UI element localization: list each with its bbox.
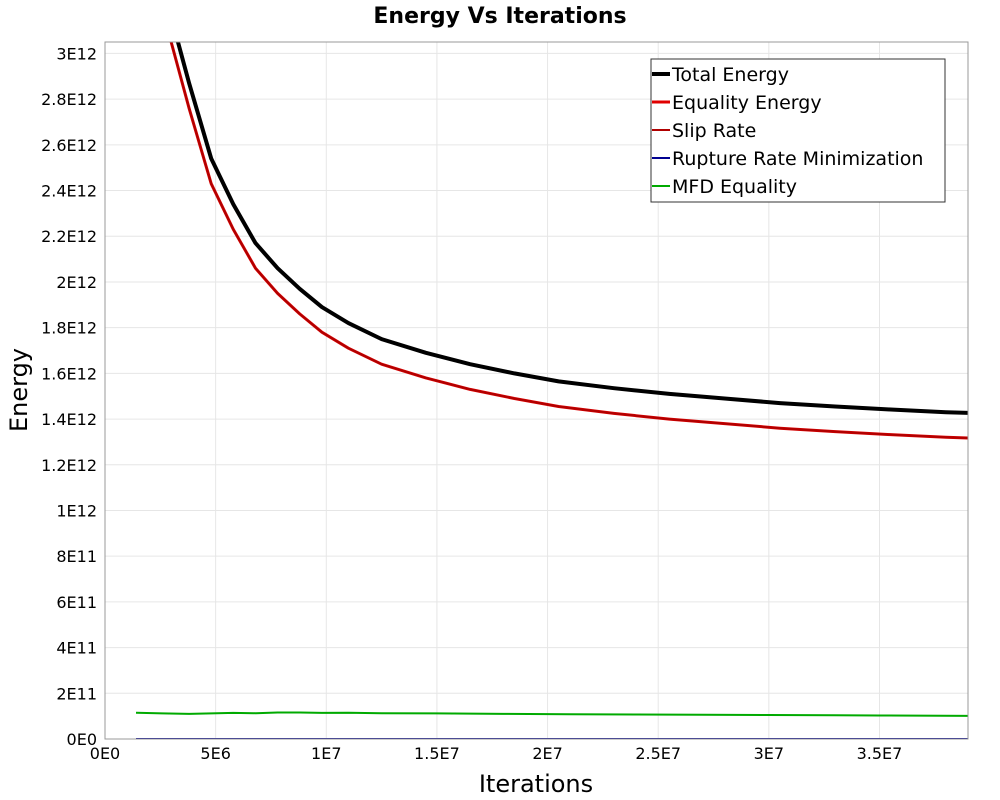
legend-box <box>650 58 946 203</box>
series-line-total-energy <box>175 42 968 415</box>
y-tick-label: 0E0 <box>67 730 97 749</box>
x-axis-label: Iterations <box>479 770 593 798</box>
y-tick-label: 2.4E12 <box>41 182 97 201</box>
y-tick-label: 2E12 <box>56 273 97 292</box>
y-tick-label: 1E12 <box>56 501 97 520</box>
y-axis-ticks: 0E0 2E11 4E11 6E11 8E11 1E12 1.2E12 1.4E12 1.6E1… <box>41 44 97 749</box>
y-tick-label: 2.6E12 <box>41 136 97 155</box>
x-tick-label: 2.5E7 <box>635 744 681 763</box>
y-tick-label: 2E11 <box>56 684 97 703</box>
y-tick-label: 2.8E12 <box>41 90 97 109</box>
y-axis-label: Energy <box>5 348 33 432</box>
legend-label-slip-rate: Slip Rate <box>672 120 756 142</box>
legend-label-total-energy: Total Energy <box>671 64 789 86</box>
y-tick-label: 1.8E12 <box>41 319 97 338</box>
legend-label-equality-energy: Equality Energy <box>672 92 822 114</box>
x-tick-label: 0E0 <box>90 744 120 763</box>
y-tick-label: 2.2E12 <box>41 227 97 246</box>
legend-label-rupture-rate-minimization: Rupture Rate Minimization <box>672 148 923 170</box>
x-tick-label: 1.5E7 <box>414 744 460 763</box>
plot-frame <box>104 41 969 740</box>
y-tick-label: 8E11 <box>56 547 97 566</box>
series-line-slip-rate <box>170 42 968 439</box>
series-line-mfd-equality <box>135 711 968 717</box>
x-tick-label: 1E7 <box>311 744 341 763</box>
x-tick-label: 5E6 <box>200 744 230 763</box>
series-group <box>135 42 968 739</box>
y-tick-label: 4E11 <box>56 639 97 658</box>
x-tick-label: 3E7 <box>754 744 784 763</box>
chart-title: Energy Vs Iterations <box>373 4 626 29</box>
y-tick-label: 6E11 <box>56 593 97 612</box>
x-tick-label: 2E7 <box>532 744 562 763</box>
y-tick-label: 1.2E12 <box>41 456 97 475</box>
y-tick-label: 1.6E12 <box>41 364 97 383</box>
y-tick-label: 3E12 <box>56 44 97 63</box>
x-axis-ticks: 0E0 5E6 1E7 1.5E7 2E7 2.5E7 3E7 3.5E7 <box>90 744 903 763</box>
y-tick-label: 1.4E12 <box>41 410 97 429</box>
legend: Total Energy Equality Energy Slip Rate Rupt… <box>650 58 946 203</box>
x-tick-label: 3.5E7 <box>857 744 903 763</box>
legend-label-mfd-equality: MFD Equality <box>672 176 797 198</box>
